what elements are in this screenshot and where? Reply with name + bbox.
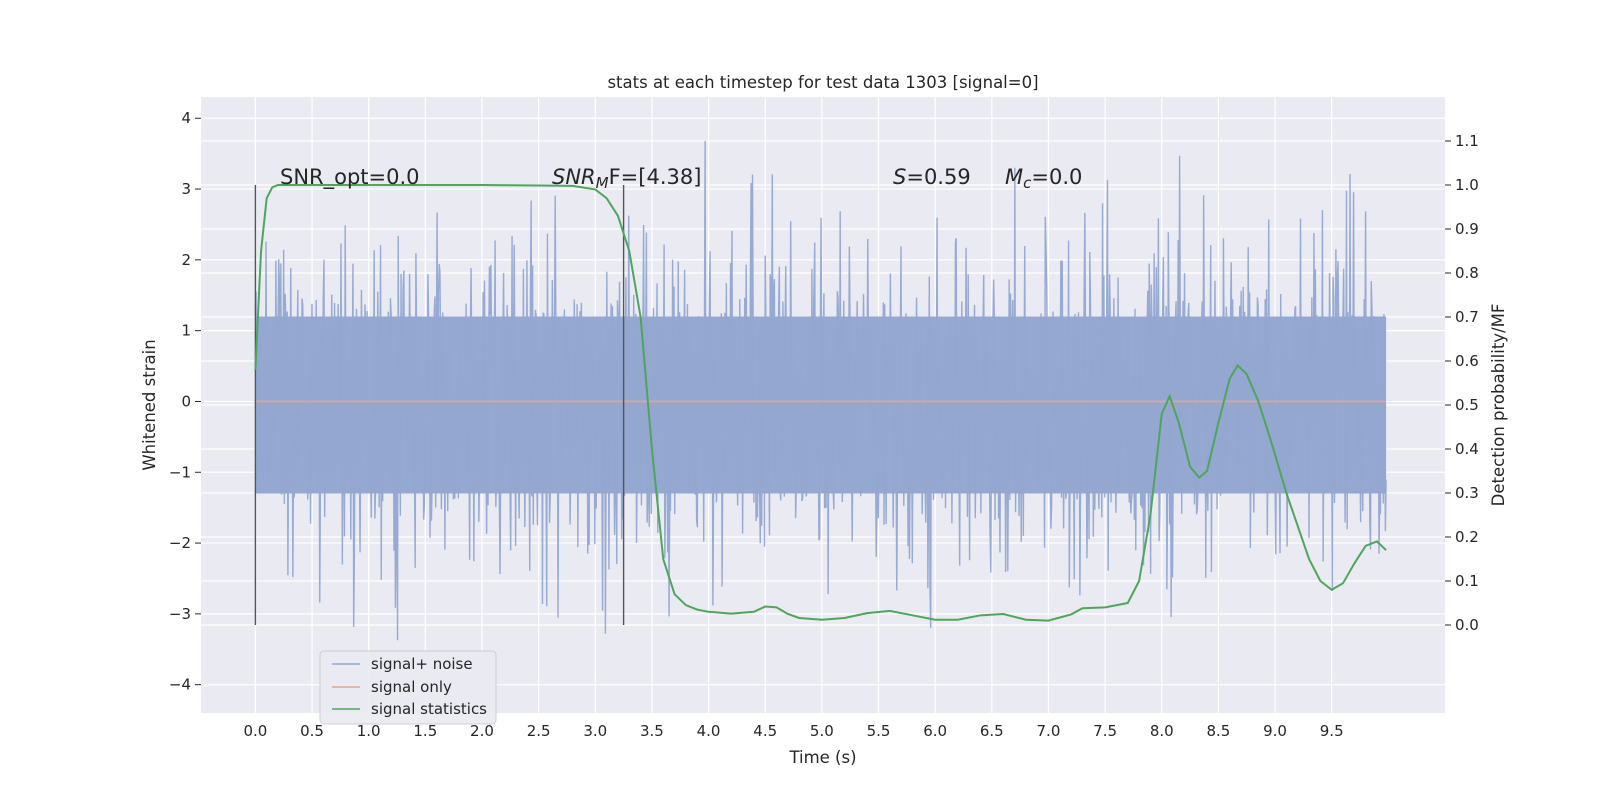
- legend: signal+ noise signal only signal statist…: [319, 650, 497, 725]
- vertical-markers: [254, 185, 625, 625]
- y-tick-label: −4: [169, 676, 191, 694]
- x-tick-label: 0.5: [300, 722, 324, 740]
- x-tick-label: 5.5: [867, 722, 891, 740]
- y-axis-label: Whitened strain: [140, 339, 159, 470]
- x-tick-label: 8.5: [1206, 722, 1230, 740]
- signal-noise-series: [254, 140, 1387, 641]
- x-tick-label: 9.5: [1320, 722, 1344, 740]
- x-tick-label: 2.5: [527, 722, 551, 740]
- x-tick-label: 1.0: [357, 722, 381, 740]
- y-right-tick-label: 0.1: [1455, 572, 1479, 590]
- y-tick-label: −3: [169, 605, 191, 623]
- legend-label-signal-noise: signal+ noise: [371, 655, 473, 673]
- y-right-tick-label: 0.7: [1455, 308, 1479, 326]
- x-tick-label: 6.5: [980, 722, 1004, 740]
- y-tick-label: −2: [169, 534, 191, 552]
- y-right-axis-label: Detection probability/MF: [1489, 304, 1508, 507]
- y-tick-label: 1: [181, 322, 191, 340]
- snr-opt-annotation: SNR_opt=0.0: [280, 165, 420, 190]
- signal-noise-line: [254, 140, 1387, 641]
- y-right-tick-label: 0.5: [1455, 396, 1479, 414]
- x-tick-label: 4.5: [753, 722, 777, 740]
- y-right-ticks: 1.1 1.0 0.9 0.8 0.7 0.6 0.5 0.4 0.3 0.2 0.1 0.0: [1445, 132, 1479, 634]
- y-ticks: 4 3 2 1 0 −1 −2 −3 −4: [169, 109, 201, 694]
- x-tick-label: 7.0: [1037, 722, 1061, 740]
- y-right-tick-label: 0.3: [1455, 484, 1479, 502]
- x-ticks: 0.0 0.5 1.0 1.5 2.0 2.5 3.0 3.5 4.0 4.5 5.0 5.5 6.0 6…: [243, 722, 1343, 740]
- x-tick-label: 0.0: [243, 722, 267, 740]
- x-tick-label: 7.5: [1093, 722, 1117, 740]
- y-right-tick-label: 0.9: [1455, 220, 1479, 238]
- x-tick-label: 5.0: [810, 722, 834, 740]
- y-right-tick-label: 1.1: [1455, 132, 1479, 150]
- legend-label-signal-only: signal only: [371, 678, 452, 696]
- x-tick-label: 2.0: [470, 722, 494, 740]
- mc-annotation: Mc=0.0: [1005, 165, 1082, 192]
- y-right-tick-label: 0.0: [1455, 616, 1479, 634]
- y-tick-label: −1: [169, 463, 191, 481]
- y-tick-label: 0: [181, 392, 191, 410]
- x-tick-label: 1.5: [413, 722, 437, 740]
- s-annotation: S=0.59: [893, 165, 971, 189]
- y-right-tick-label: 0.6: [1455, 352, 1479, 370]
- signal-statistics-series: [254, 184, 1387, 622]
- y-tick-label: 4: [181, 109, 191, 127]
- x-tick-label: 8.0: [1150, 722, 1174, 740]
- x-tick-label: 3.5: [640, 722, 664, 740]
- legend-label-signal-statistics: signal statistics: [371, 700, 487, 718]
- snr-mf-annotation: SNRMF=[4.38]: [552, 165, 701, 192]
- y-right-tick-label: 0.2: [1455, 528, 1479, 546]
- y-right-tick-label: 0.8: [1455, 264, 1479, 282]
- x-tick-label: 3.0: [583, 722, 607, 740]
- legend-box: [319, 650, 497, 725]
- x-axis-label: Time (s): [788, 748, 856, 767]
- x-tick-label: 9.0: [1263, 722, 1287, 740]
- x-tick-label: 4.0: [697, 722, 721, 740]
- y-right-tick-label: 1.0: [1455, 176, 1479, 194]
- y-right-tick-label: 0.4: [1455, 440, 1479, 458]
- chart-title: stats at each timestep for test data 130…: [607, 73, 1038, 92]
- y-tick-label: 2: [181, 251, 191, 269]
- y-tick-label: 3: [181, 180, 191, 198]
- x-tick-label: 6.0: [923, 722, 947, 740]
